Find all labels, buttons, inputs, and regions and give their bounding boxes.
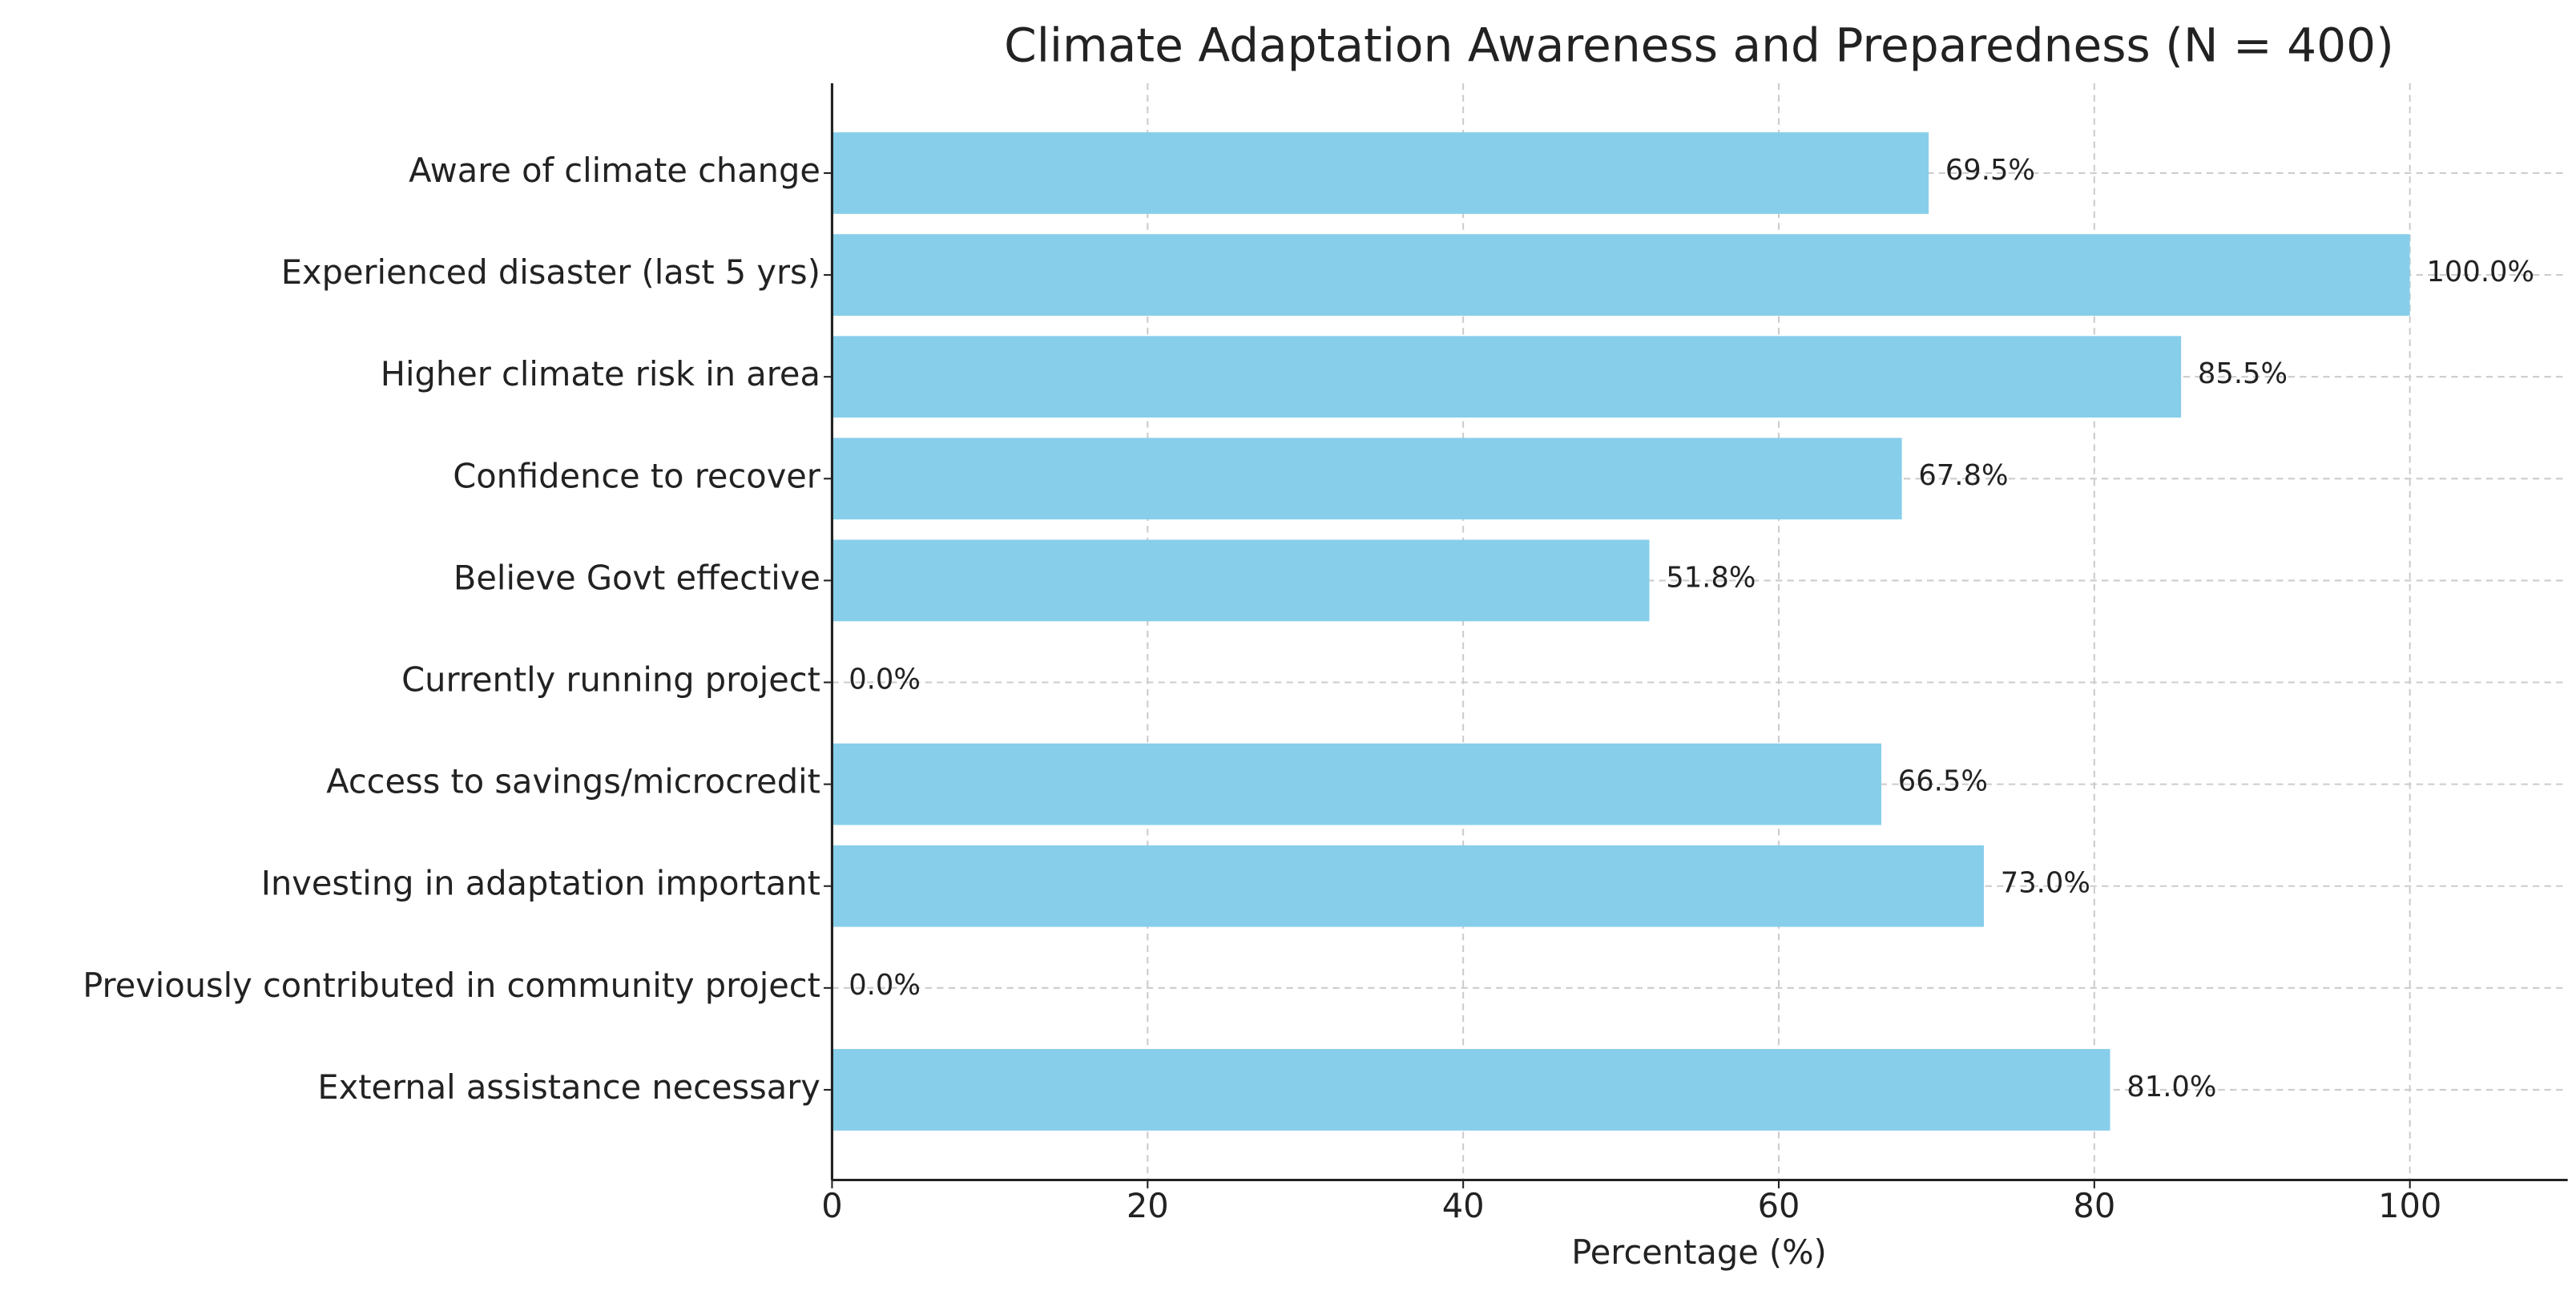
x-tick-label: 80 (2073, 1186, 2115, 1225)
bar (832, 132, 1929, 214)
bar (832, 234, 2410, 316)
y-tick-label: Confidence to recover (453, 456, 821, 495)
y-tick-label: Higher climate risk in area (381, 354, 820, 393)
y-tick-label: Believe Govt effective (454, 558, 820, 597)
y-tick-label: Aware of climate change (409, 151, 820, 190)
x-tick-label: 60 (1758, 1186, 1800, 1225)
value-label: 100.0% (2426, 256, 2534, 288)
value-label: 81.0% (2127, 1071, 2216, 1103)
x-axis-label: Percentage (%) (1571, 1232, 1827, 1272)
value-label: 73.0% (2001, 867, 2090, 900)
bar (832, 743, 1881, 825)
x-tick-label: 0 (821, 1186, 842, 1225)
y-tick-label: Experienced disaster (last 5 yrs) (281, 252, 820, 292)
bar (832, 845, 1984, 927)
bar (832, 539, 1650, 622)
value-label: 67.8% (1918, 459, 2008, 492)
y-tick-label: Access to savings/microcredit (326, 762, 820, 801)
y-tick-label: Previously contributed in community proj… (83, 966, 820, 1005)
value-label: 51.8% (1666, 561, 1756, 594)
chart-title: Climate Adaptation Awareness and Prepare… (1004, 18, 2394, 72)
bar (832, 438, 1902, 520)
bar (832, 336, 2182, 418)
x-tick-label: 40 (1442, 1186, 1485, 1225)
value-label: 0.0% (849, 969, 921, 1002)
value-label: 66.5% (1898, 765, 1988, 798)
x-tick-label: 20 (1127, 1186, 1169, 1225)
y-tick-label: Currently running project (401, 660, 820, 700)
value-label: 69.5% (1945, 154, 2035, 187)
y-tick-label: External assistance necessary (317, 1067, 820, 1107)
y-tick-label: Investing in adaptation important (261, 864, 820, 903)
x-tick-label: 100 (2378, 1186, 2441, 1225)
value-label: 85.5% (2198, 357, 2288, 390)
bar (832, 1049, 2110, 1131)
value-label: 0.0% (849, 663, 921, 696)
